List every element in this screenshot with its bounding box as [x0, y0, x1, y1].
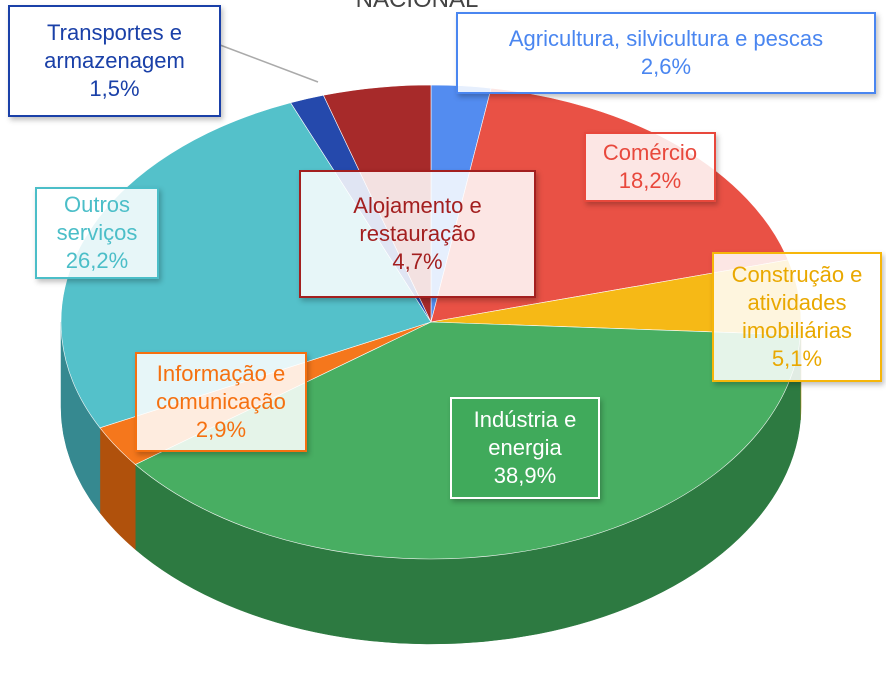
data-label: Outros serviços 26,2% [35, 187, 159, 279]
label-name: Construção e atividades imobiliárias [731, 262, 863, 343]
data-label: Transportes e armazenagem 1,5% [8, 5, 221, 117]
label-value: 18,2% [618, 168, 682, 193]
leader-line [219, 44, 319, 83]
label-name: Outros serviços [56, 192, 138, 245]
label-value: 26,2% [65, 248, 129, 273]
label-value: 4,7% [392, 249, 443, 274]
label-value: 38,9% [493, 463, 557, 488]
chart-title: NACIONAL [0, 0, 834, 14]
label-value: 2,9% [195, 417, 247, 442]
label-name: Transportes e armazenagem [44, 20, 185, 73]
data-label: Agricultura, silvicultura e pescas 2,6% [456, 12, 876, 94]
label-value: 5,1% [771, 346, 823, 371]
label-name: Comércio [602, 140, 698, 165]
data-label: Indústria e energia 38,9% [450, 397, 600, 499]
data-label: Construção e atividades imobiliárias 5,1% [712, 252, 882, 382]
pie-sides [60, 321, 802, 645]
label-name: Indústria e energia [473, 407, 577, 460]
data-label: Comércio 18,2% [584, 132, 716, 202]
data-label: Informação e comunicação 2,9% [135, 352, 307, 452]
label-value: 1,5% [89, 76, 140, 101]
label-value: 2,6% [640, 54, 692, 79]
label-name: Agricultura, silvicultura e pescas [508, 26, 824, 51]
label-name: Informação e comunicação [156, 361, 286, 414]
label-name: Alojamento e restauração [353, 193, 482, 246]
data-label: Alojamento e restauração 4,7% [299, 170, 536, 298]
